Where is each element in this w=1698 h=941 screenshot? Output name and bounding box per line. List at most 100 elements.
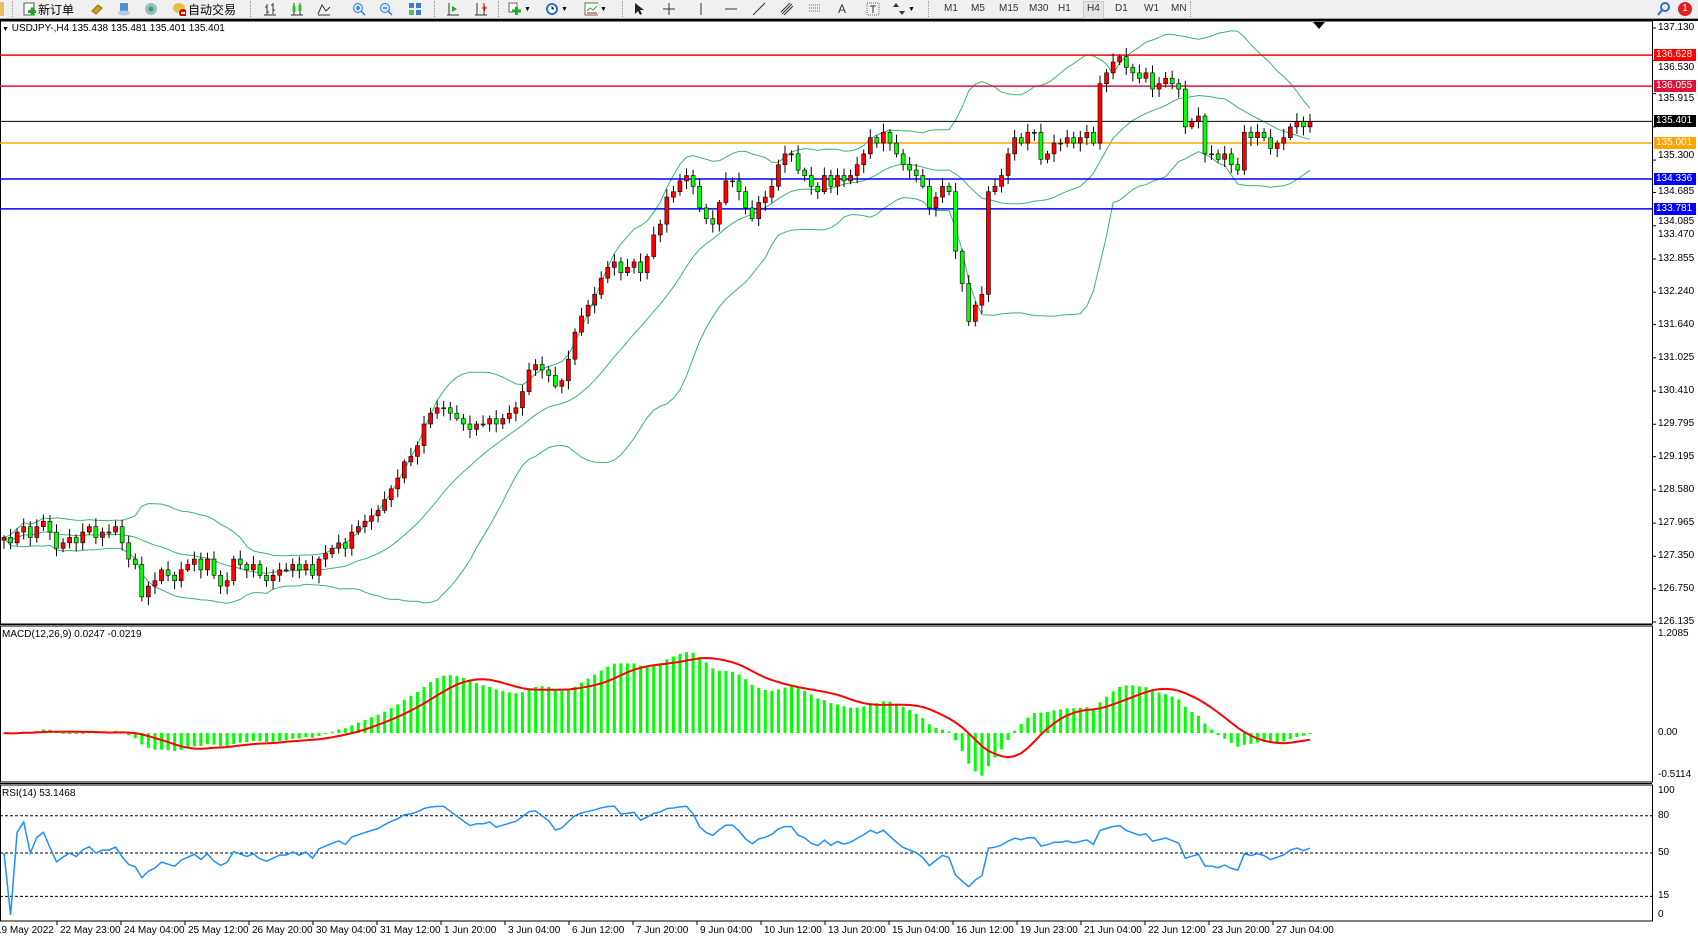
bull-candle bbox=[100, 531, 105, 538]
time-label: 9 Jun 04:00 bbox=[700, 925, 753, 936]
search-button[interactable] bbox=[1657, 1, 1671, 17]
bear-candle bbox=[736, 180, 742, 192]
time-label: 30 May 04:00 bbox=[316, 925, 377, 936]
bull-candle bbox=[507, 412, 512, 419]
arrows-tool[interactable]: ▼ bbox=[892, 1, 915, 17]
equidistant-channel-tool[interactable] bbox=[780, 1, 794, 17]
bull-candle bbox=[205, 558, 210, 571]
price-tick-label: 126.750 bbox=[1658, 582, 1695, 594]
time-label: 19 Jun 23:00 bbox=[1020, 925, 1078, 936]
zoom-in-icon bbox=[353, 3, 366, 16]
macd-histogram-bar bbox=[160, 733, 164, 750]
bear-candle bbox=[841, 175, 847, 182]
timeframe-w1[interactable]: W1 bbox=[1144, 3, 1159, 14]
bear-candle bbox=[1228, 153, 1234, 165]
bar-chart-button[interactable] bbox=[263, 1, 277, 17]
macd-histogram-bar bbox=[757, 687, 761, 734]
macd-histogram-bar bbox=[481, 685, 485, 734]
candlestick-button[interactable] bbox=[290, 1, 304, 17]
bull-candle bbox=[428, 412, 433, 425]
macd-histogram-bar bbox=[1236, 733, 1240, 747]
vertical-line-tool[interactable] bbox=[694, 1, 708, 17]
time-label: 16 Jun 12:00 bbox=[956, 925, 1014, 936]
timeframe-m1[interactable]: M1 bbox=[944, 3, 958, 14]
time-label: 24 May 04:00 bbox=[124, 925, 185, 936]
macd-histogram-bar bbox=[566, 690, 570, 734]
trendline-tool[interactable] bbox=[752, 1, 766, 17]
line-chart-button[interactable] bbox=[317, 1, 331, 17]
crosshair-tool[interactable] bbox=[662, 1, 676, 17]
bear-candle bbox=[1169, 77, 1175, 84]
macd-histogram-bar bbox=[343, 728, 347, 734]
arrows-icon bbox=[893, 3, 905, 15]
macd-label: MACD(12,26,9) 0.0247 -0.0219 bbox=[2, 629, 142, 640]
bull-candle bbox=[605, 267, 611, 279]
timeframe-m15[interactable]: M15 bbox=[999, 3, 1019, 14]
bear-candle bbox=[172, 574, 177, 581]
bollinger-upper-band bbox=[3, 30, 1311, 557]
text-tool[interactable]: A bbox=[838, 1, 846, 17]
fibonacci-tool[interactable] bbox=[808, 1, 822, 17]
indicators-button[interactable]: ▼ bbox=[508, 1, 531, 17]
macd-histogram-bar bbox=[429, 681, 433, 734]
chart-shift-button[interactable] bbox=[474, 1, 488, 17]
macd-panel-frame bbox=[0, 625, 1653, 783]
horizontal-line-tool[interactable] bbox=[724, 1, 738, 17]
bull-candle bbox=[762, 196, 768, 203]
bull-candle bbox=[388, 488, 394, 500]
cursor-tool[interactable] bbox=[632, 1, 646, 17]
macd-histogram-bar bbox=[475, 682, 479, 734]
macd-histogram-bar bbox=[842, 706, 846, 734]
zoom-out-button[interactable] bbox=[379, 1, 393, 17]
time-label: 22 May 23:00 bbox=[60, 925, 121, 936]
macd-histogram-bar bbox=[284, 733, 288, 741]
macd-histogram-bar bbox=[74, 733, 78, 735]
macd-histogram-bar bbox=[593, 674, 597, 734]
bull-candle bbox=[940, 185, 945, 198]
tile-windows-button[interactable] bbox=[408, 1, 422, 17]
zoom-in-button[interactable] bbox=[352, 1, 366, 17]
macd-histogram-bar bbox=[468, 680, 472, 734]
time-label: 15 Jun 04:00 bbox=[892, 925, 950, 936]
gold-bars-icon bbox=[91, 4, 103, 15]
macd-histogram-bar bbox=[960, 733, 964, 751]
timeframe-mn[interactable]: MN bbox=[1171, 3, 1187, 14]
search-icon bbox=[1657, 2, 1670, 16]
timeframe-h4[interactable]: H4 bbox=[1083, 1, 1104, 19]
auto-scroll-button[interactable] bbox=[446, 1, 460, 17]
price-tag-135.401: 135.401 bbox=[1654, 115, 1696, 128]
templates-button[interactable]: ▼ bbox=[584, 1, 607, 17]
text-label-tool[interactable] bbox=[866, 1, 880, 17]
bear-candle bbox=[1248, 131, 1254, 138]
macd-histogram-bar bbox=[1203, 723, 1207, 734]
bull-candle bbox=[113, 526, 118, 533]
macd-signal-line bbox=[3, 656, 1311, 759]
auto-trading-button[interactable]: 自动交易 bbox=[172, 1, 236, 17]
macd-histogram-bar bbox=[1059, 709, 1063, 734]
separator bbox=[622, 1, 624, 17]
timeframe-m30[interactable]: M30 bbox=[1029, 3, 1049, 14]
macd-histogram-bar bbox=[849, 707, 853, 734]
navigator-button[interactable] bbox=[144, 1, 158, 17]
macd-histogram-bar bbox=[1032, 712, 1036, 734]
bear-candle bbox=[920, 175, 926, 187]
periods-button[interactable]: ▼ bbox=[545, 1, 568, 17]
macd-histogram-bar bbox=[862, 706, 866, 734]
notifications-button[interactable]: 1 bbox=[1678, 1, 1692, 17]
macd-histogram-bar bbox=[599, 670, 603, 734]
toolbar-handle[interactable] bbox=[0, 1, 4, 17]
macd-histogram-bar bbox=[1157, 692, 1161, 734]
timeframe-h1[interactable]: H1 bbox=[1058, 3, 1071, 14]
dropdown-arrow-icon[interactable]: ▼ bbox=[2, 26, 9, 33]
price-tick-label: 131.025 bbox=[1658, 351, 1695, 363]
price-tag-136.055: 136.055 bbox=[1654, 80, 1696, 93]
new-order-button[interactable]: 新订单 bbox=[22, 1, 74, 17]
macd-histogram-bar bbox=[835, 704, 839, 734]
market-watch-button[interactable] bbox=[90, 1, 104, 17]
timeframe-m5[interactable]: M5 bbox=[971, 3, 985, 14]
data-window-button[interactable] bbox=[117, 1, 131, 17]
price-tick-label: 134.085 bbox=[1658, 215, 1695, 227]
macd-histogram-bar bbox=[396, 704, 400, 734]
timeframe-d1[interactable]: D1 bbox=[1115, 3, 1128, 14]
